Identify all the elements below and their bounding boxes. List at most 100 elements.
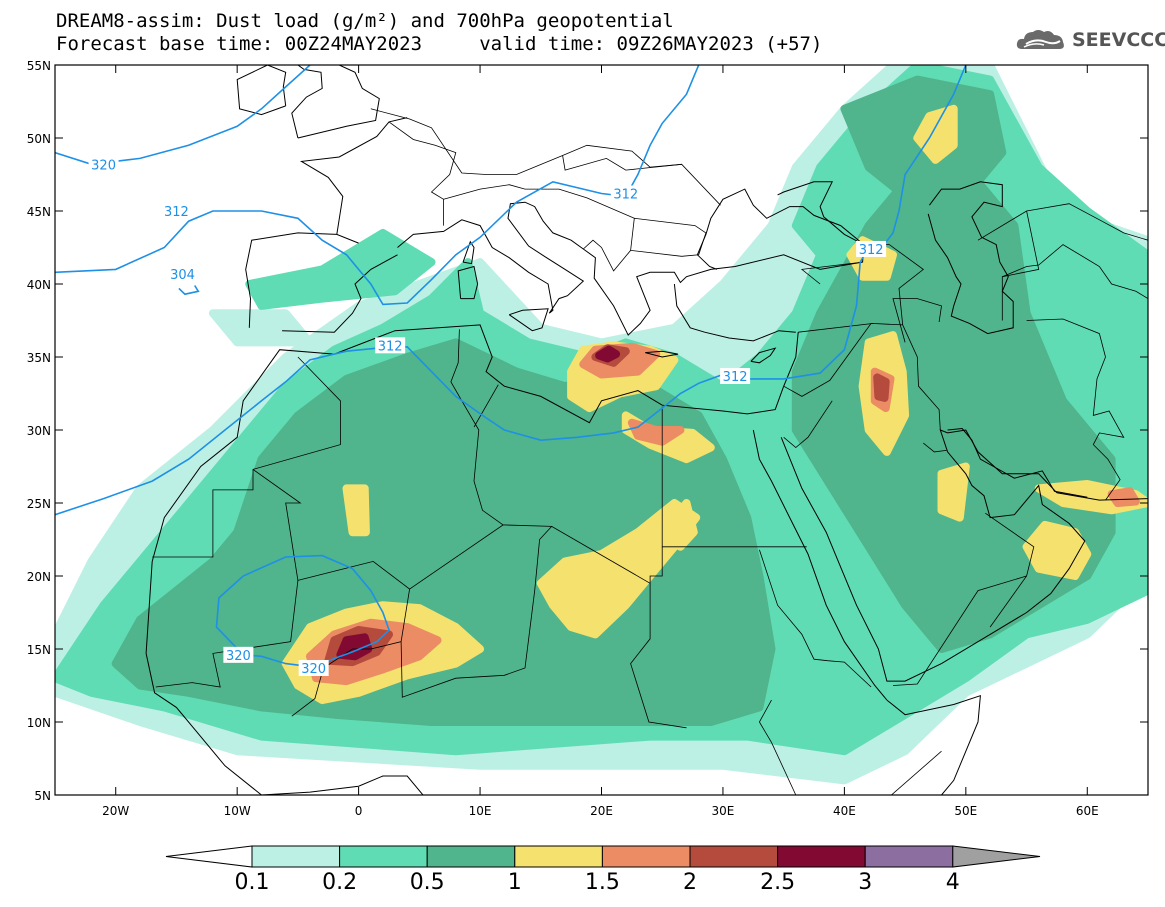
dust-level-4-region: [913, 104, 958, 164]
colorbar-swatch: [251, 845, 341, 868]
contour-label: 312: [613, 187, 638, 202]
dust-level-5-region: [627, 418, 685, 446]
contour-label-bg: [161, 203, 192, 219]
lat-tick-label: 15N: [27, 643, 51, 657]
lon-tick-label: 0: [355, 804, 363, 818]
border-segment: [562, 155, 682, 171]
border-segment: [630, 232, 707, 257]
seevccc-logo: SEEVCCC: [1016, 27, 1165, 53]
dust-load-field: [55, 65, 1148, 785]
colorbar-label: 4: [946, 870, 960, 895]
axis-ticks: 55N 50N 45N 40N 35N 30N 25N 20N 15N 10N 5N 20W 10W 0 1…: [27, 59, 1148, 818]
dust-level-4-region: [342, 484, 370, 537]
coastline-segment: [947, 427, 1088, 498]
coastline-segment: [297, 65, 380, 139]
contour-label-bg: [298, 659, 329, 676]
dust-level-4-region: [937, 462, 970, 522]
coastline-segment: [462, 240, 475, 265]
lon-tick-label: 30E: [712, 804, 735, 818]
coastline-segment: [777, 181, 865, 246]
border-segment: [759, 549, 872, 688]
lon-tick-label: 10W: [224, 804, 251, 818]
coastlines: [145, 65, 1148, 795]
colorbar-swatch: [689, 845, 779, 868]
contour-label: 312: [164, 205, 189, 220]
contour-label-bg: [167, 265, 198, 282]
coastline-segment: [299, 117, 408, 235]
coastline-segment: [457, 265, 479, 300]
lat-tick-label: 5N: [34, 789, 51, 803]
border-segment: [977, 210, 1040, 321]
map-subtitle: Forecast base time: 00Z24MAY2023 valid t…: [56, 33, 823, 55]
border-segment: [634, 217, 707, 234]
coastline-segment: [145, 653, 262, 795]
lat-tick-label: 30N: [27, 424, 51, 438]
dust-level-4-region: [670, 499, 698, 551]
border-segment: [758, 699, 942, 795]
colorbar-label: 1.5: [585, 870, 620, 895]
border-segment: [443, 184, 635, 272]
contour-labels: 320 312 304 312 312 312 312 320 320: [88, 156, 887, 677]
logo-text: SEEVCCC: [1072, 29, 1165, 51]
lat-tick-label: 55N: [27, 59, 51, 73]
geopotential-contour: [178, 285, 200, 296]
border-segment: [409, 524, 687, 729]
contour-label-bg: [88, 156, 119, 173]
colorbar-swatch: [864, 845, 954, 868]
dust-level-1-region: [208, 309, 314, 347]
lat-tick-label: 40N: [27, 278, 51, 292]
coastline-segment: [886, 694, 981, 795]
colorbar: 0.1 0.2 0.5 1 1.5 2 2.5 3 4: [165, 845, 1041, 895]
map-title: DREAM8-assim: Dust load (g/m²) and 700hP…: [56, 10, 674, 32]
border-segment: [892, 298, 942, 343]
contour-label-bg: [610, 185, 641, 202]
border-segment: [649, 546, 663, 584]
dust-level-2-region: [245, 228, 436, 310]
dust-level-7-region: [336, 633, 373, 661]
lat-tick-label: 25N: [27, 497, 51, 511]
colorbar-label: 1: [508, 870, 522, 895]
lon-tick-label: 20W: [102, 804, 129, 818]
lat-tick-label: 50N: [27, 132, 51, 146]
colorbar-swatch: [426, 845, 516, 868]
lon-tick-label: 20E: [590, 804, 613, 818]
colorbar-under-triangle: [165, 845, 253, 868]
border-segment: [450, 329, 504, 526]
colorbar-over-triangle: [952, 845, 1041, 868]
coastline-segment: [145, 324, 799, 654]
coastline-segment: [927, 181, 1014, 335]
border-segment: [388, 121, 457, 226]
dust-level-5-region: [1107, 487, 1140, 507]
border-segment: [800, 261, 863, 285]
border-segment: [1026, 318, 1125, 501]
lon-tick-label: 40E: [833, 804, 856, 818]
border-segment: [1026, 203, 1148, 241]
coastline-segment: [397, 188, 865, 336]
contour-label: 320: [91, 158, 116, 173]
contour-label: 312: [723, 370, 748, 385]
border-segment: [370, 108, 721, 206]
colorbar-label: 2: [683, 870, 697, 895]
coastline-segment: [261, 775, 424, 795]
contour-label-bg: [375, 337, 406, 354]
lat-tick-label: 35N: [27, 351, 51, 365]
lat-tick-label: 20N: [27, 570, 51, 584]
geopotential-contour: [55, 65, 311, 166]
border-segment: [473, 384, 499, 428]
lon-tick-label: 50E: [954, 804, 977, 818]
dust-level-7-region: [595, 345, 621, 363]
lon-tick-label: 10E: [469, 804, 492, 818]
coastline-segment: [291, 65, 323, 139]
geopotential-contour: [55, 65, 700, 306]
border-segment: [985, 512, 1035, 628]
colorbar-label: 0.1: [235, 870, 270, 895]
dust-level-7: [336, 345, 621, 661]
coastline-segment: [752, 429, 888, 701]
contour-label: 312: [378, 339, 403, 354]
border-segment: [155, 469, 302, 688]
lat-tick-label: 10N: [27, 716, 51, 730]
contour-label-bg: [223, 646, 254, 663]
border-segment: [783, 400, 833, 449]
lat-tick-label: 45N: [27, 205, 51, 219]
border-segment: [400, 526, 552, 698]
